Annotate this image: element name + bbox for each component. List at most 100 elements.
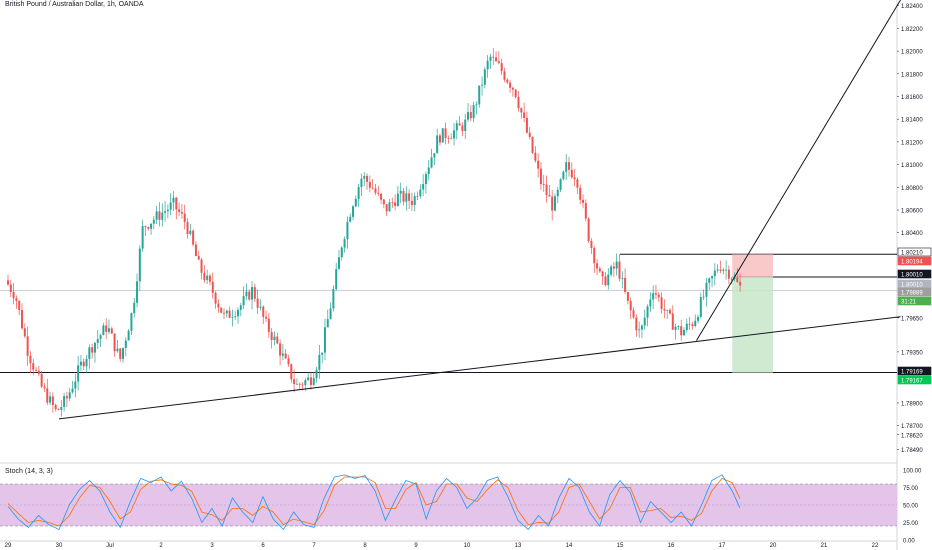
candle-body: [192, 230, 195, 245]
candle-body: [399, 190, 402, 194]
candle-body: [472, 105, 475, 119]
price-tick-label: 1.78620: [901, 433, 923, 439]
candle-body: [587, 218, 590, 242]
time-tick-label: 16: [668, 543, 675, 549]
candle-body: [74, 381, 77, 389]
candle-body: [481, 84, 484, 86]
price-tick-label: 1.80600: [901, 209, 923, 215]
candle-body: [37, 370, 40, 374]
candle-body: [107, 328, 110, 332]
candle-body: [144, 226, 147, 228]
candle-body: [242, 296, 245, 306]
trendline[interactable]: [696, 0, 901, 341]
candle-body: [133, 302, 136, 314]
candle-body: [363, 175, 366, 179]
candle-body: [652, 293, 655, 300]
take-profit-zone[interactable]: [732, 276, 773, 373]
candle-body: [251, 287, 254, 300]
candle-body: [708, 278, 711, 283]
candle-body: [604, 276, 607, 286]
candle-body: [702, 296, 705, 298]
candle-body: [315, 369, 318, 379]
price-tick-label: 1.78900: [901, 401, 923, 407]
candle-body: [29, 355, 32, 364]
candle-body: [211, 281, 214, 293]
candle-body: [295, 383, 298, 385]
candle-body: [54, 404, 57, 410]
candle-body: [553, 196, 556, 211]
candle-body: [228, 310, 231, 318]
price-badge: [897, 256, 932, 266]
candle-body: [189, 230, 192, 235]
candle-body: [206, 275, 209, 280]
stop-loss-zone[interactable]: [732, 254, 773, 277]
candle-body: [455, 123, 458, 131]
candle-body: [410, 200, 413, 206]
candle-body: [699, 297, 702, 317]
candle-body: [281, 353, 284, 356]
candle-body: [436, 135, 439, 154]
candle-body: [147, 227, 150, 229]
candle-body: [102, 325, 105, 336]
candle-body: [467, 112, 470, 120]
time-tick-label: 6: [261, 543, 265, 549]
time-tick-label: Jul: [106, 543, 114, 549]
candle-body: [691, 324, 694, 326]
candle-body: [539, 168, 542, 185]
candle-body: [360, 178, 363, 188]
candle-body: [186, 222, 189, 235]
candle-body: [304, 380, 307, 386]
price-tick-label: 1.80400: [901, 231, 923, 237]
candle-body: [520, 108, 523, 113]
time-tick-label: 17: [719, 543, 726, 549]
candle-body: [32, 363, 35, 370]
candle-body: [719, 269, 722, 271]
candle-body: [568, 162, 570, 170]
candle-body: [607, 274, 610, 286]
time-tick-label: 7: [312, 543, 316, 549]
trendline[interactable]: [58, 316, 901, 420]
candle-body: [270, 332, 273, 340]
candle-body: [9, 284, 12, 292]
price-badge-label: 1.80010: [901, 283, 923, 289]
candle-body: [119, 348, 122, 359]
time-tick-label: 10: [464, 543, 471, 549]
candle-body: [340, 247, 343, 258]
candle-body: [506, 79, 509, 83]
candle-body: [666, 309, 669, 311]
candle-body: [231, 317, 234, 318]
candle-body: [12, 291, 15, 299]
price-tick-label: 1.81800: [901, 72, 923, 78]
price-badge-label: 1.80010: [901, 273, 923, 279]
short-position-tool[interactable]: [732, 254, 773, 373]
candle-body: [141, 226, 144, 249]
candle-body: [130, 313, 133, 331]
candle-body: [197, 256, 200, 260]
candle-body: [15, 298, 18, 301]
candle-body: [40, 373, 43, 387]
candle-body: [725, 269, 728, 271]
candle-body: [486, 60, 489, 70]
time-tick-label: 9: [414, 543, 418, 549]
candle-body: [164, 211, 167, 213]
candle-body: [323, 327, 326, 353]
candle-body: [253, 287, 256, 299]
candle-body: [657, 294, 660, 298]
candle-body: [352, 206, 355, 217]
candle-body: [122, 348, 125, 359]
candle-body: [654, 293, 657, 295]
candle-body: [660, 297, 663, 310]
candle-body: [478, 85, 481, 105]
candle-body: [422, 184, 425, 190]
time-tick-label: 22: [872, 543, 879, 549]
candle-body: [663, 309, 666, 311]
time-axis[interactable]: 29 30 Jul 2 3 6 7 8 9 10 13 14 15 16 17 20 21 22: [5, 543, 879, 549]
candle-body: [452, 130, 455, 139]
candle-body: [138, 248, 141, 282]
price-axis[interactable]: 1.82400 1.82200 1.82000 1.81800 1.81600 1.814…: [897, 4, 923, 454]
trendlines[interactable]: [58, 0, 901, 420]
time-tick-label: 15: [617, 543, 624, 549]
candle-body: [497, 61, 500, 64]
candle-body: [385, 204, 388, 212]
